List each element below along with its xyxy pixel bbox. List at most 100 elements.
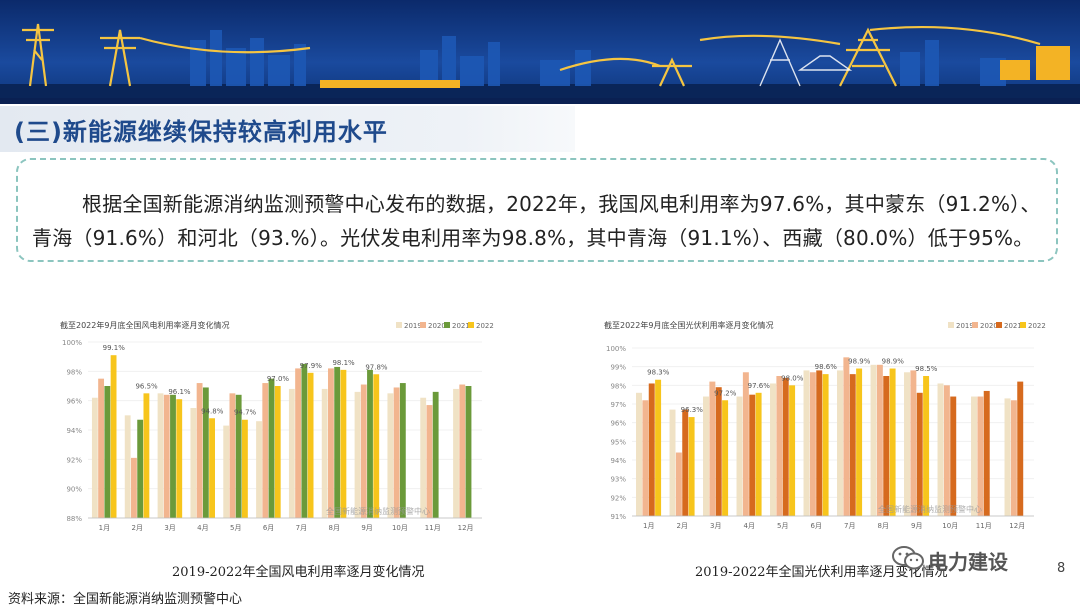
data-label: 98.9%	[882, 358, 905, 366]
y-tick-label: 91%	[610, 513, 626, 521]
bar-2021-10月	[399, 383, 406, 518]
bar-2019-11月	[420, 397, 427, 518]
y-tick-label: 100%	[62, 339, 82, 347]
legend-swatch-2020	[420, 322, 426, 328]
bar-2020-11月	[426, 405, 433, 518]
legend-label-2021: 2021	[452, 322, 470, 330]
summary-line-1: 根据全国新能源消纳监测预警中心发布的数据，2022年，我国风电利用率为97.6%…	[82, 192, 1041, 216]
bar-2022-7月	[856, 368, 863, 516]
bar-2019-9月	[904, 372, 910, 516]
chart-title: 截至2022年9月底全国光伏利用率逐月变化情况	[604, 320, 773, 330]
bar-2021-3月	[715, 387, 722, 516]
data-label: 98.1%	[332, 359, 355, 367]
header-banner	[0, 0, 1080, 104]
bar-2019-12月	[453, 388, 459, 518]
x-tick-label: 4月	[744, 522, 755, 530]
bar-2020-9月	[360, 384, 367, 518]
legend-label-2021: 2021	[1004, 322, 1022, 330]
y-tick-label: 94%	[66, 427, 82, 435]
legend-label-2022: 2022	[476, 322, 494, 330]
bar-2021-7月	[301, 364, 308, 518]
bar-2022-3月	[722, 400, 729, 516]
bar-2019-8月	[870, 364, 877, 516]
bar-2021-3月	[170, 394, 176, 518]
data-label: 98.9%	[848, 358, 871, 366]
y-tick-label: 92%	[66, 456, 82, 464]
legend-swatch-2019	[948, 322, 954, 328]
bar-2022-6月	[274, 386, 281, 518]
bar-2019-6月	[256, 421, 262, 518]
y-tick-label: 98%	[610, 382, 626, 390]
bar-2019-7月	[288, 388, 295, 518]
bar-2022-2月	[143, 393, 150, 518]
x-tick-label: 12月	[1009, 522, 1025, 530]
bar-2019-9月	[354, 391, 361, 518]
bar-2021-9月	[916, 392, 923, 516]
x-tick-label: 8月	[878, 522, 889, 530]
bar-2021-8月	[334, 366, 341, 518]
bar-2020-10月	[393, 387, 400, 518]
pv-utilization-chart: 截至2022年9月底全国光伏利用率逐月变化情况 2019 2020 2021 2022 1…	[604, 320, 1046, 530]
bar-2022-5月	[241, 419, 248, 518]
source-note: 资料来源：全国新能源消纳监测预警中心	[8, 592, 243, 607]
x-tick-label: 3月	[710, 522, 721, 530]
data-label: 98.3%	[647, 369, 670, 377]
y-tick-label: 94%	[610, 457, 626, 465]
data-label: 96.1%	[168, 388, 191, 396]
x-tick-label: 2月	[132, 524, 143, 532]
bar-2021-5月	[782, 377, 789, 516]
bar-2021-1月	[648, 383, 655, 516]
data-label: 99.1%	[103, 344, 126, 352]
data-label: 97.6%	[748, 382, 771, 390]
bar-2021-1月	[104, 386, 111, 518]
bar-2020-4月	[742, 372, 749, 516]
bar-2019-7月	[837, 370, 843, 516]
bar-2021-4月	[749, 394, 756, 516]
bar-2020-6月	[809, 372, 816, 516]
bar-2020-12月	[1010, 400, 1017, 516]
bar-2022-8月	[340, 369, 347, 518]
x-tick-label: 10月	[392, 524, 408, 532]
bar-2019-3月	[703, 396, 709, 516]
bar-2020-1月	[98, 378, 105, 518]
bar-2020-5月	[229, 393, 236, 518]
bar-2019-2月	[124, 415, 131, 518]
brand-name: 电力建设	[928, 550, 1008, 574]
y-tick-label: 99%	[610, 364, 626, 372]
x-tick-label: 5月	[777, 522, 788, 530]
data-label: 98.5%	[915, 365, 938, 373]
x-tick-label: 1月	[99, 524, 110, 532]
bar-2022-9月	[373, 374, 380, 518]
bar-2019-1月	[91, 397, 98, 518]
bar-2020-3月	[163, 394, 170, 518]
y-tick-label: 100%	[606, 345, 626, 353]
legend-label-2022: 2022	[1028, 322, 1046, 330]
y-tick-label: 88%	[66, 515, 82, 523]
data-label: 98.6%	[815, 363, 838, 371]
data-label: 97.0%	[267, 375, 290, 383]
bar-2022-6月	[822, 374, 829, 516]
chart-watermark: 全国新能源消纳监测预警中心	[878, 504, 982, 514]
bar-2019-3月	[157, 393, 164, 518]
bar-2022-9月	[923, 376, 930, 516]
bar-2020-7月	[295, 368, 302, 518]
bar-2021-12月	[465, 386, 472, 518]
bar-2022-2月	[688, 417, 695, 516]
bar-2019-1月	[636, 392, 642, 516]
bar-2020-7月	[843, 357, 850, 516]
x-tick-label: 9月	[361, 524, 372, 532]
data-label: 97.9%	[300, 362, 323, 370]
x-tick-label: 1月	[643, 522, 654, 530]
bar-2022-5月	[789, 385, 796, 516]
bar-2021-7月	[849, 374, 856, 516]
y-tick-label: 92%	[610, 494, 626, 502]
y-tick-label: 96%	[66, 398, 82, 406]
data-label: 94.7%	[234, 409, 257, 417]
bar-2021-5月	[235, 394, 242, 518]
legend-label-2020: 2020	[980, 322, 998, 330]
bar-2020-8月	[876, 364, 883, 516]
bar-2020-2月	[675, 452, 682, 516]
x-tick-label: 12月	[458, 524, 474, 532]
bar-2019-4月	[190, 408, 197, 518]
bar-2020-5月	[776, 376, 783, 516]
